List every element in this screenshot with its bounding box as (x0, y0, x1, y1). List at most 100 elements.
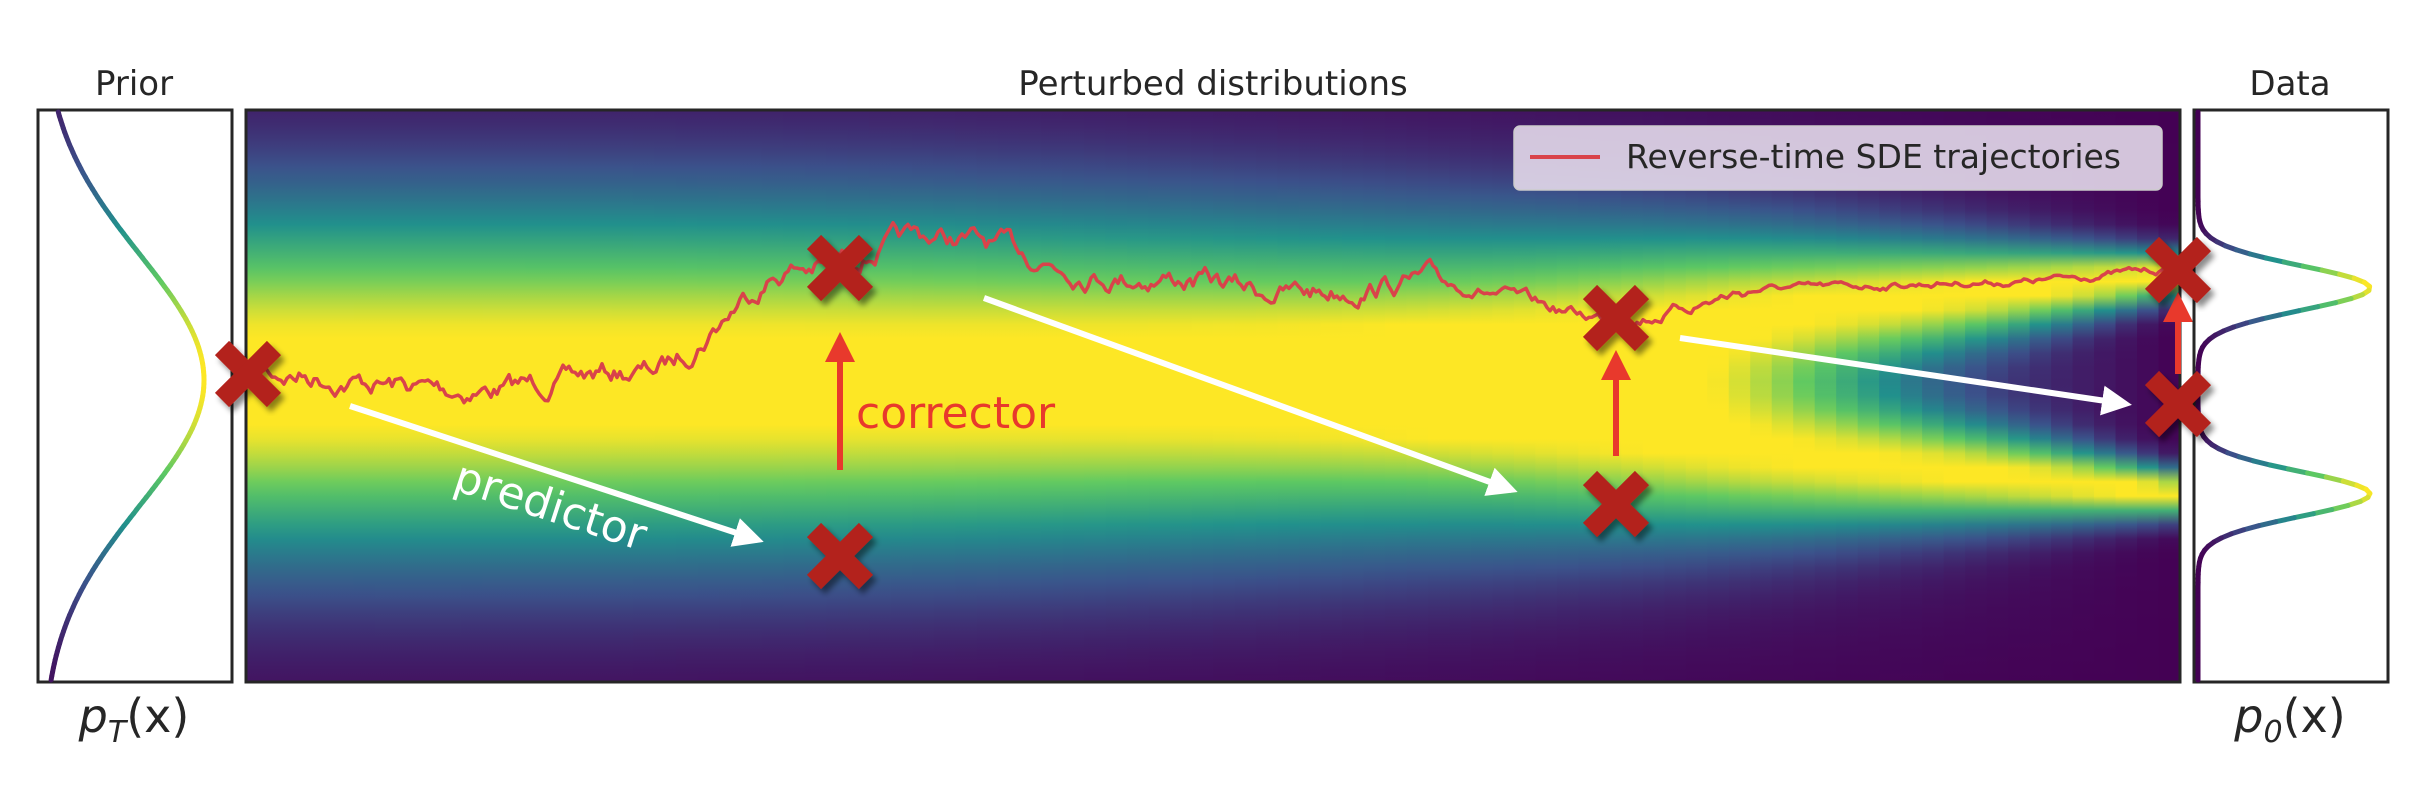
heatmap-column (1965, 110, 1988, 682)
perturbed-title: Perturbed distributions (1018, 64, 1407, 104)
heatmap-column (1986, 110, 2009, 682)
heatmap-column (288, 110, 312, 682)
data-panel: Data p0(x) (2192, 64, 2390, 750)
heatmap-column (396, 110, 419, 682)
heatmap-column (1599, 110, 1623, 682)
heatmap-column (1578, 110, 1601, 682)
reverse-sde-trajectory (246, 220, 2178, 405)
heatmap-column (1857, 110, 1880, 682)
heatmap-column (976, 110, 999, 682)
heatmap-column (1041, 110, 1064, 682)
density-curve-segment (2319, 267, 2343, 277)
heatmap-column (654, 110, 677, 682)
heatmap-column (417, 110, 441, 682)
heatmap-column (697, 110, 720, 682)
heatmap-column (1406, 110, 1429, 682)
perturbed-panel: Perturbed distributions Reverse-time SDE… (244, 64, 2193, 684)
density-curve-segment (2255, 519, 2278, 529)
legend-box (1513, 125, 2163, 191)
density-curve-segment (2315, 300, 2339, 310)
heatmap-column (933, 110, 956, 682)
heatmap-column (761, 110, 785, 682)
heatmap-column (1513, 110, 1537, 682)
heatmap-column (1900, 110, 1923, 682)
prior-density-curve (48, 109, 207, 683)
heatmap-column (1363, 110, 1386, 682)
heatmap-column (1255, 110, 1279, 682)
heatmap-column (632, 110, 656, 682)
heatmap-column (482, 110, 505, 682)
heatmap-column (353, 110, 376, 682)
heatmap-column (1298, 110, 1322, 682)
x-cross-marker-icon (1582, 470, 1650, 538)
heatmap-column (503, 110, 527, 682)
perturbed-density-heatmap (246, 110, 2180, 682)
heatmap-column (783, 110, 806, 682)
heatmap-column (1320, 110, 1343, 682)
heatmap-column (1621, 110, 1644, 682)
heatmap-column (1213, 110, 1236, 682)
data-title: Data (2249, 64, 2330, 104)
predictor-arrow-3 (1679, 335, 2132, 416)
heatmap-column (1793, 110, 1816, 682)
x-cross-marker-icon (806, 234, 874, 302)
heatmap-column (1427, 110, 1451, 682)
heatmap-column (1105, 110, 1128, 682)
x-cross-marker-icon (806, 522, 874, 590)
prior-title: Prior (95, 64, 173, 104)
data-axis-label: p0(x) (2233, 689, 2345, 750)
heatmap-column (2094, 110, 2117, 682)
heatmap-column (1470, 110, 1494, 682)
density-curve-segment (2329, 503, 2351, 513)
x-cross-marker-icon (2144, 236, 2212, 304)
heatmap-column (1535, 110, 1558, 682)
heatmap-column (912, 110, 935, 682)
sample-markers (214, 234, 2212, 590)
density-curve-segment (48, 673, 55, 683)
x-cross-marker-icon (1582, 284, 1650, 352)
heatmap-column (1148, 110, 1171, 682)
heatmap-column (546, 110, 570, 682)
density-curve-segment (2285, 466, 2310, 476)
heatmap-column (1062, 110, 1085, 682)
density-curve-segment (2300, 263, 2325, 273)
density-curve-segment (2247, 251, 2269, 261)
x-cross-marker-icon (214, 340, 282, 408)
heatmap-column (1664, 110, 1687, 682)
heatmap-column (1750, 110, 1773, 682)
heatmap-column (310, 110, 333, 682)
density-curve-segment (2281, 259, 2306, 269)
heatmap-column (2029, 110, 2052, 682)
heatmap-column (869, 110, 892, 682)
density-curve-segment (2244, 316, 2265, 326)
heatmap-column (525, 110, 548, 682)
heatmap-column (1084, 110, 1107, 682)
heatmap-column (374, 110, 398, 682)
density-curve-segment (2323, 474, 2346, 484)
legend: Reverse-time SDE trajectories (1513, 125, 2163, 191)
prior-axis-label: pT(x) (78, 689, 190, 750)
heatmap-column (1879, 110, 1902, 682)
prior-frame (36, 108, 234, 684)
heatmap-column (1492, 110, 1515, 682)
heatmap-column (2115, 110, 2138, 682)
heatmap-column (740, 110, 763, 682)
predictor-arrow-2 (982, 295, 1518, 496)
heatmap-column (1728, 110, 1752, 682)
heatmap-column (1384, 110, 1408, 682)
legend-label: Reverse-time SDE trajectories (1626, 137, 2121, 176)
heatmap-column (1341, 110, 1365, 682)
heatmap-column (1685, 110, 1709, 682)
density-curve-segment (2267, 462, 2291, 472)
heatmap-column (589, 110, 613, 682)
heatmap-column (718, 110, 742, 682)
heatmap-column (611, 110, 634, 682)
heatmap-column (1642, 110, 1666, 682)
heatmap-column (1277, 110, 1300, 682)
heatmap-column (955, 110, 978, 682)
heatmap-column (1019, 110, 1042, 682)
density-curve-segment (2291, 511, 2316, 521)
heatmap-column (804, 110, 827, 682)
heatmap-column (2008, 110, 2031, 682)
